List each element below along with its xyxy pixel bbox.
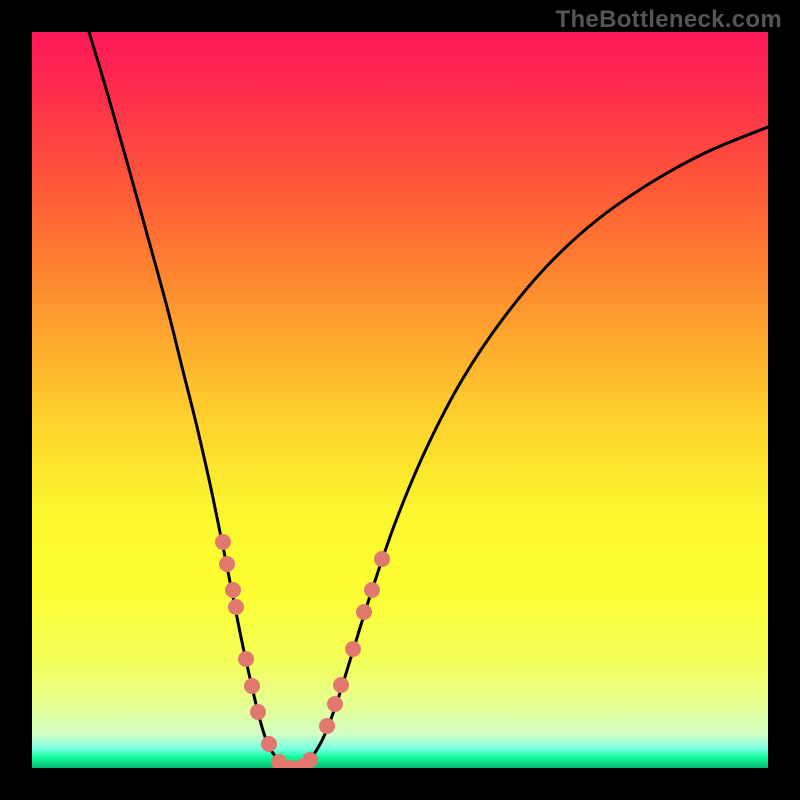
plot-svg [32, 32, 768, 768]
data-marker [364, 582, 380, 598]
data-marker [333, 677, 349, 693]
data-marker [327, 696, 343, 712]
data-marker [238, 651, 254, 667]
gradient-background [32, 32, 768, 768]
data-marker [345, 641, 361, 657]
chart-frame: TheBottleneck.com [0, 0, 800, 800]
data-marker [319, 718, 335, 734]
data-marker [219, 556, 235, 572]
watermark-text: TheBottleneck.com [556, 6, 782, 34]
data-marker [302, 752, 318, 768]
data-marker [244, 678, 260, 694]
data-marker [261, 736, 277, 752]
data-marker [228, 599, 244, 615]
data-marker [215, 534, 231, 550]
plot-area [32, 32, 768, 768]
data-marker [250, 704, 266, 720]
data-marker [356, 604, 372, 620]
data-marker [374, 551, 390, 567]
data-marker [225, 582, 241, 598]
